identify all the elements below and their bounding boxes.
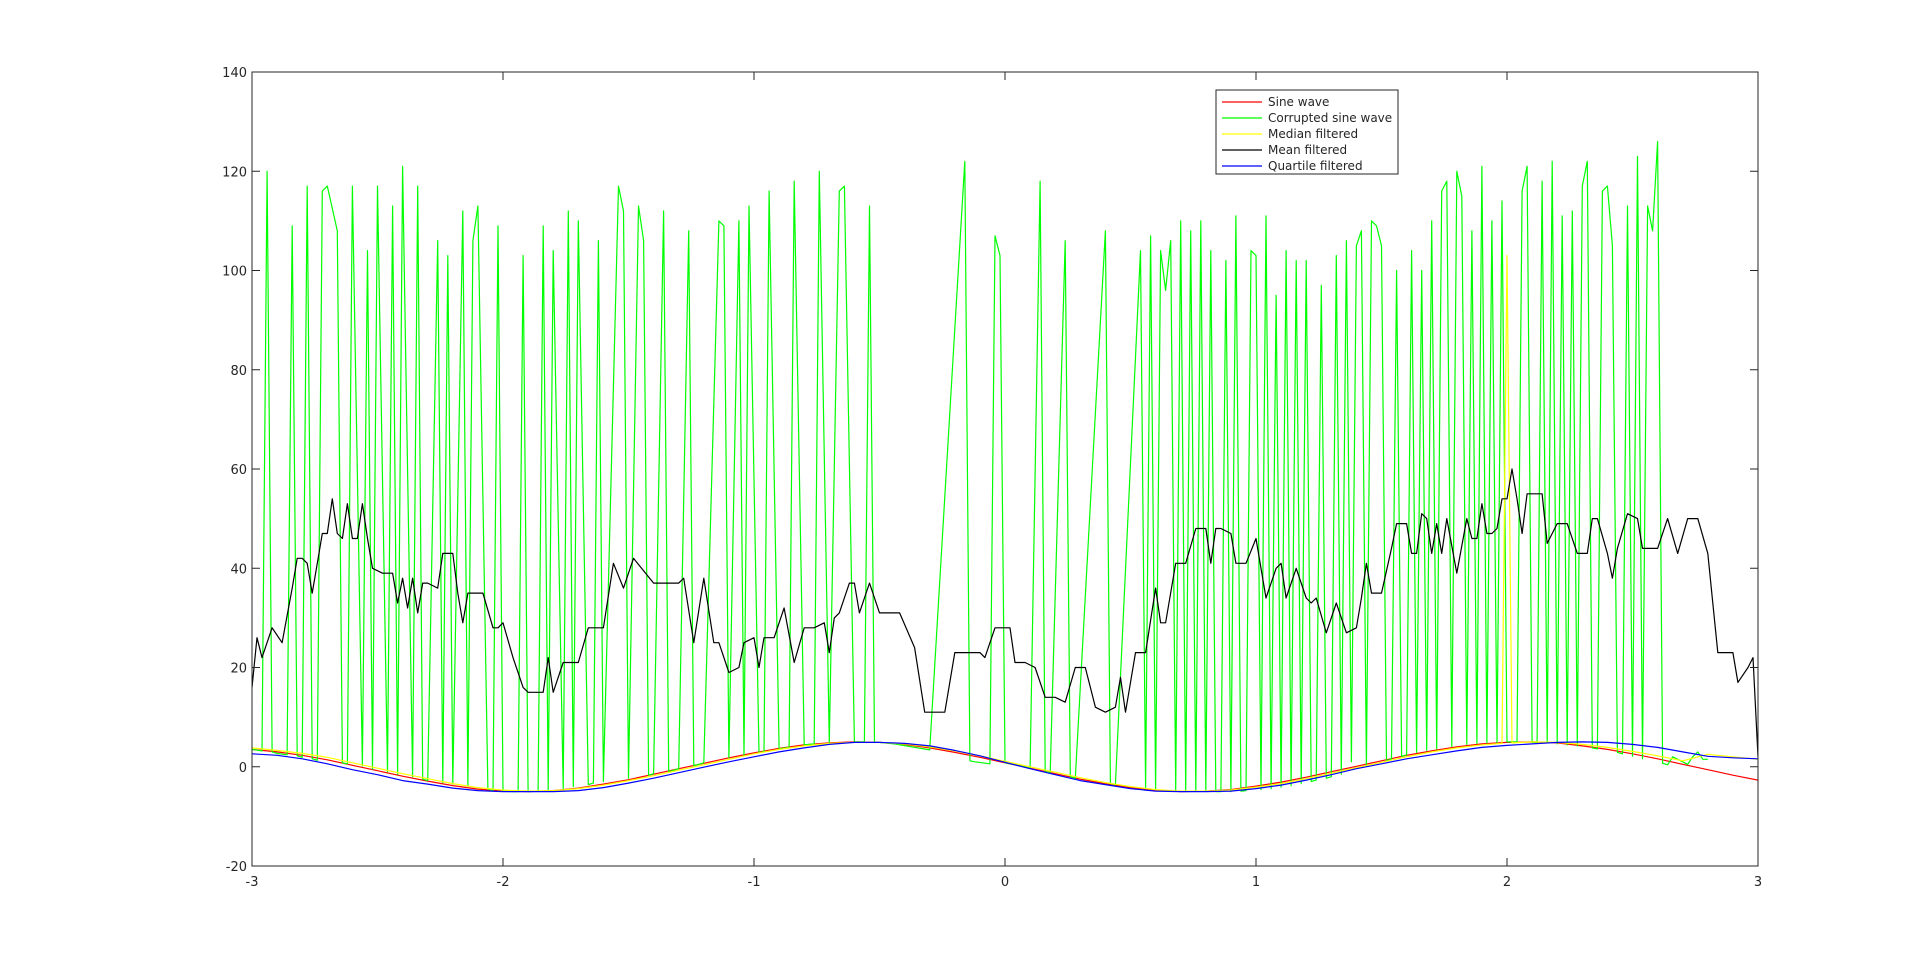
y-tick-label: 80 <box>230 364 247 379</box>
x-tick-label: -2 <box>497 875 510 890</box>
series-line-median-filtered <box>252 255 1758 792</box>
x-tick-label: -3 <box>246 875 259 890</box>
x-tick-label: 2 <box>1503 875 1511 890</box>
legend-box <box>1215 89 1399 175</box>
x-tick-label: -1 <box>748 875 761 890</box>
series-line-mean-filtered <box>252 468 1758 757</box>
legend-label-median-filtered: Median filtered <box>1268 127 1358 141</box>
x-tick-label: 3 <box>1754 875 1762 890</box>
y-tick-label: 60 <box>230 463 247 478</box>
legend-entries: Sine wave Corrupted sine wave Median filte… <box>1222 95 1392 173</box>
y-tick-label: 100 <box>222 265 247 280</box>
x-tick-label: 1 <box>1252 875 1260 890</box>
x-tick-label: 0 <box>1001 875 1009 890</box>
series-layer <box>252 140 1758 793</box>
legend: Sine wave Corrupted sine wave Median filte… <box>1215 89 1399 175</box>
axes-box <box>251 71 1759 867</box>
plot-area: -3 -2 -1 0 1 2 3 -20 0 20 40 60 80 100 120 140 <box>222 66 1762 890</box>
legend-label-quartile-filtered: Quartile filtered <box>1268 159 1363 173</box>
legend-label-corrupted-sine-wave: Corrupted sine wave <box>1268 111 1392 125</box>
y-tick-label: 0 <box>239 761 247 776</box>
y-tick-label: 140 <box>222 66 247 81</box>
ticks-layer: -3 -2 -1 0 1 2 3 -20 0 20 40 60 80 100 120 140 <box>222 66 1762 890</box>
y-tick-label: -20 <box>226 860 247 875</box>
y-tick-label: 20 <box>230 662 247 677</box>
series-line-quartile-filtered <box>252 741 1758 793</box>
y-tick-label: 120 <box>222 165 247 180</box>
legend-label-sine-wave: Sine wave <box>1268 95 1329 109</box>
legend-label-mean-filtered: Mean filtered <box>1268 143 1347 157</box>
y-tick-label: 40 <box>230 562 247 577</box>
